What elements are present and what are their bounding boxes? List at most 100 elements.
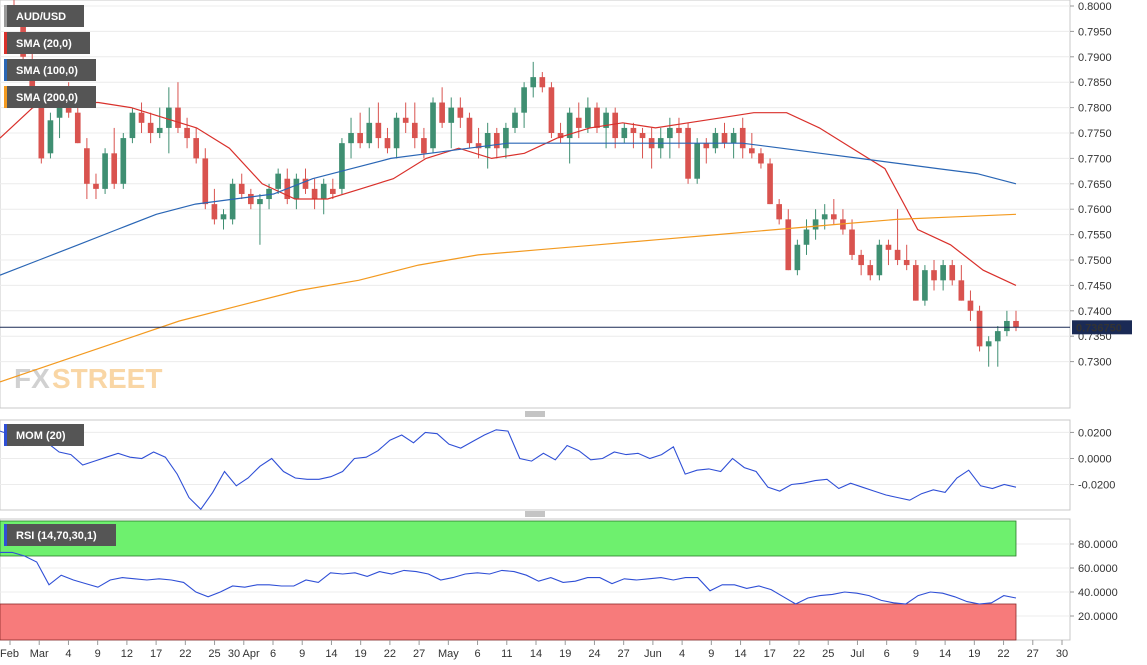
- candle-body: [402, 117, 409, 123]
- candle-body: [74, 112, 81, 144]
- y-tick-label: 60.0000: [1078, 563, 1118, 575]
- legend-item-sma-20[interactable]: SMA (20,0): [4, 32, 90, 54]
- candle-body: [448, 107, 455, 123]
- candle-body: [849, 229, 855, 255]
- legend-item-sma-100[interactable]: SMA (100,0): [4, 59, 96, 81]
- legend-item-rsi[interactable]: RSI (14,70,30,1): [4, 524, 116, 546]
- candle-body: [248, 193, 254, 205]
- y-tick-label: 0.7600: [1078, 204, 1112, 216]
- legend-bg: [4, 32, 90, 54]
- y-tick-label: 40.0000: [1078, 587, 1118, 599]
- legend-label: RSI (14,70,30,1): [16, 530, 97, 542]
- legend-swatch: [4, 59, 7, 81]
- x-tick-label: Jul: [850, 648, 864, 660]
- sma-100-line: [0, 142, 1017, 276]
- candle-body: [557, 133, 564, 139]
- legend-bg: [4, 59, 96, 81]
- candle-body: [894, 249, 901, 260]
- candle-body: [539, 77, 546, 88]
- legend-swatch: [4, 86, 7, 108]
- y-tick-label: 0.0000: [1078, 453, 1112, 465]
- candle-body: [202, 158, 209, 205]
- candle-body: [311, 188, 318, 200]
- rsi-oversold-zone: [0, 603, 1017, 641]
- x-tick-label: 30: [1056, 648, 1068, 660]
- x-tick-label: Mar: [30, 648, 49, 660]
- candle-body: [867, 265, 874, 276]
- x-tick-label: May: [438, 648, 459, 660]
- y-tick-label: 0.7950: [1078, 26, 1112, 38]
- legend-bg: [4, 86, 96, 108]
- legend-label: MOM (20): [16, 430, 66, 442]
- price-tag-label: 0.736750: [1076, 322, 1122, 334]
- rsi-line: [0, 551, 1017, 605]
- x-tick-label: Jun: [644, 648, 662, 660]
- x-tick-label: 27: [413, 648, 425, 660]
- y-tick-label: 0.7850: [1078, 77, 1112, 89]
- candle-body: [1013, 320, 1019, 328]
- x-tick-label: 9: [299, 648, 305, 660]
- rsi-overbought-zone: [0, 520, 1017, 557]
- candle-body: [175, 107, 181, 128]
- candle-body: [785, 219, 792, 271]
- mom-plot-area: [0, 419, 1071, 511]
- x-tick-label: 22: [384, 648, 396, 660]
- x-tick-label: 27: [1027, 648, 1039, 660]
- x-axis: Feb Mar 4 9 12 17 22 25 30 Apr 6 9 14 19 22 27 May 6 11 14…: [0, 640, 1068, 660]
- main-y-axis: 0.8000 0.7950 0.7900 0.7850 0.7800 0.7750 0.77…: [1070, 1, 1112, 369]
- candle-body: [102, 153, 108, 189]
- candle-body: [147, 122, 154, 133]
- candle-body: [421, 138, 427, 154]
- candle-body: [630, 127, 637, 133]
- x-tick-label: Feb: [0, 648, 19, 660]
- candle-body: [84, 148, 90, 184]
- x-tick-label: 19: [355, 648, 367, 660]
- legend-swatch: [4, 424, 7, 446]
- candle-body: [730, 133, 737, 144]
- x-tick-label: 17: [150, 648, 162, 660]
- candle-body: [976, 310, 983, 347]
- panel-resize-handle[interactable]: [525, 411, 545, 417]
- candle-body: [138, 112, 145, 123]
- legend-item-sma-200[interactable]: SMA (200,0): [4, 86, 96, 108]
- candle-body: [293, 178, 300, 200]
- candle-body: [484, 133, 491, 149]
- candle-body: [985, 341, 992, 347]
- x-tick-label: 25: [822, 648, 834, 660]
- x-tick-label: 11: [501, 648, 512, 660]
- candle-body: [776, 204, 782, 220]
- x-tick-label: 12: [121, 648, 133, 660]
- price-tag-bg: [1072, 320, 1132, 335]
- candle-body: [621, 127, 628, 139]
- x-tick-label: 9: [95, 648, 101, 660]
- candle-body: [111, 153, 118, 184]
- rsi-panel: 80.0000 60.0000 40.0000 20.0000 RSI (14,70,…: [0, 518, 1118, 641]
- main-plot-area: [0, 0, 1071, 409]
- candle-body: [393, 117, 400, 149]
- x-tick-label: 27: [618, 648, 630, 660]
- y-tick-label: 0.7500: [1078, 255, 1112, 267]
- y-tick-label: 0.7800: [1078, 103, 1112, 115]
- legend-item-mom[interactable]: MOM (20): [4, 424, 84, 446]
- mom-y-axis: 0.0200 0.0000 -0.0200: [1070, 427, 1115, 492]
- candle-body: [320, 183, 327, 200]
- legend-item-audusd[interactable]: AUD/USD: [4, 5, 84, 27]
- sma-200-line: [0, 213, 1017, 383]
- candle-body: [302, 178, 309, 189]
- y-tick-label: 0.7450: [1078, 280, 1112, 292]
- legend-label: AUD/USD: [16, 11, 66, 23]
- candle-body: [357, 133, 363, 144]
- candle-body: [667, 127, 673, 139]
- candle-body: [922, 270, 928, 301]
- candle-body: [830, 214, 837, 220]
- y-tick-label: 0.7750: [1078, 128, 1112, 140]
- candle-body: [685, 127, 691, 179]
- sma-20-line: [0, 101, 1017, 286]
- x-tick-label: 25: [208, 648, 220, 660]
- x-tick-label: 9: [708, 648, 714, 660]
- main-panel: 0.8000 0.7950 0.7900 0.7850 0.7800 0.7750 0.77…: [0, 0, 1132, 409]
- candle-body: [475, 143, 482, 149]
- panel-resize-handle[interactable]: [525, 511, 545, 517]
- candle-body: [575, 117, 582, 128]
- mom-line: [0, 429, 1017, 511]
